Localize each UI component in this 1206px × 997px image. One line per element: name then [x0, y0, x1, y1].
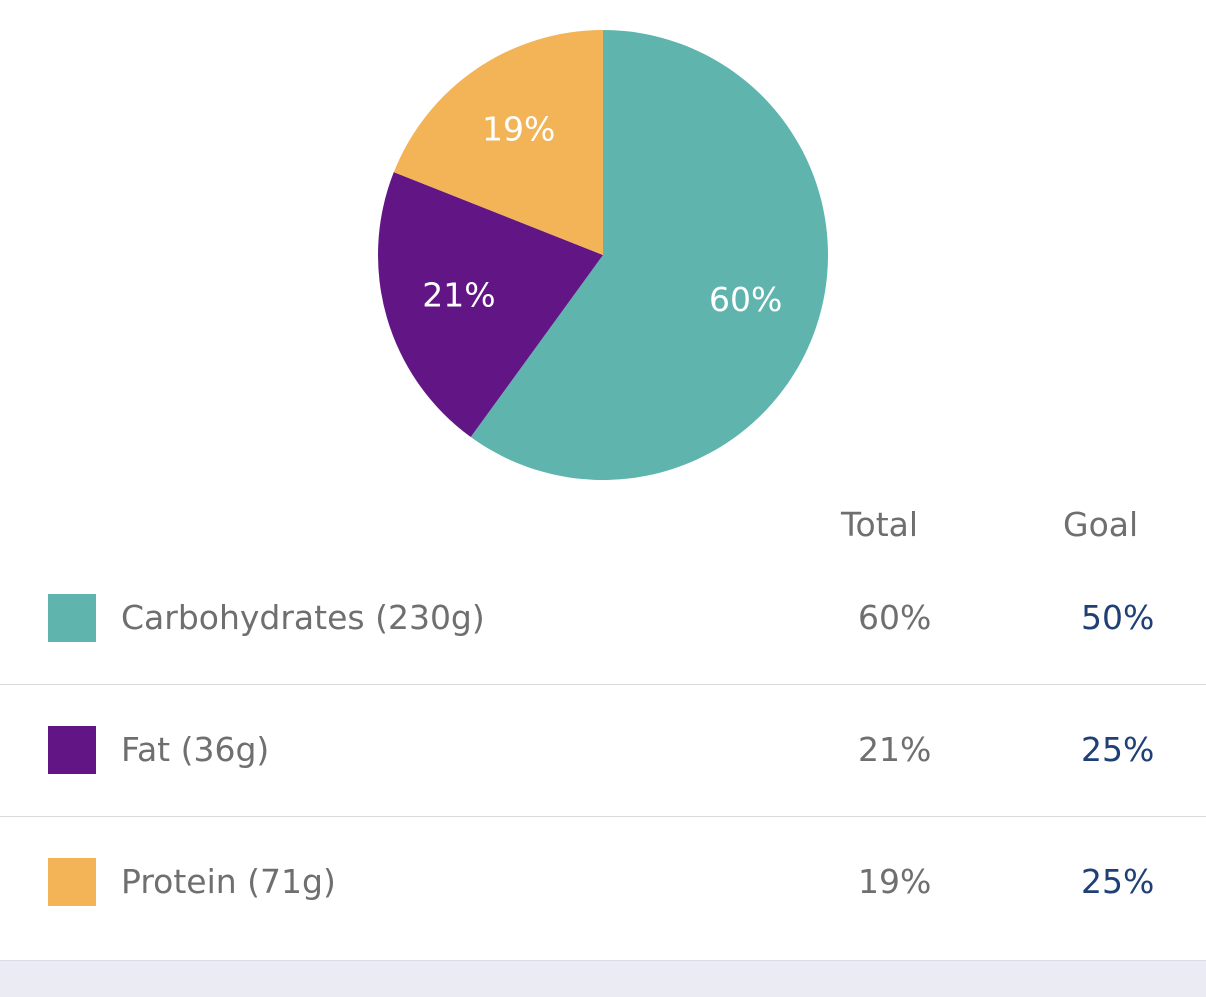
pie-label-fat: 21%	[422, 275, 495, 314]
row-divider	[0, 684, 1206, 685]
pie-slice-protein	[393, 30, 603, 255]
pie-chart-svg: 60% 21% 19%	[378, 30, 829, 480]
bottom-band	[0, 960, 1206, 997]
protein-label: Protein (71g)	[121, 862, 336, 901]
total-column-header: Total	[841, 505, 919, 544]
row-divider	[0, 816, 1206, 817]
table-row[interactable]: Protein (71g) 19% 25%	[0, 816, 1206, 948]
carbohydrates-total: 60%	[858, 598, 932, 637]
table-row[interactable]: Carbohydrates (230g) 60% 50%	[0, 552, 1206, 684]
carbohydrates-swatch	[48, 594, 96, 642]
goal-column-header: Goal	[1063, 505, 1139, 544]
pie-slice-fat	[378, 172, 603, 438]
protein-goal: 25%	[1081, 862, 1155, 901]
protein-swatch	[48, 858, 96, 906]
pie-label-carbohydrates: 60%	[709, 280, 782, 319]
carbohydrates-label: Carbohydrates (230g)	[121, 598, 485, 637]
fat-goal: 25%	[1081, 730, 1155, 769]
macro-pie-chart: 60% 21% 19%	[378, 30, 829, 480]
fat-swatch	[48, 726, 96, 774]
fat-label: Fat (36g)	[121, 730, 270, 769]
table-row[interactable]: Fat (36g) 21% 25%	[0, 684, 1206, 816]
pie-slice-carbohydrates	[470, 30, 829, 480]
pie-label-protein: 19%	[482, 109, 555, 148]
fat-total: 21%	[858, 730, 932, 769]
protein-total: 19%	[858, 862, 932, 901]
carbohydrates-goal: 50%	[1081, 598, 1155, 637]
